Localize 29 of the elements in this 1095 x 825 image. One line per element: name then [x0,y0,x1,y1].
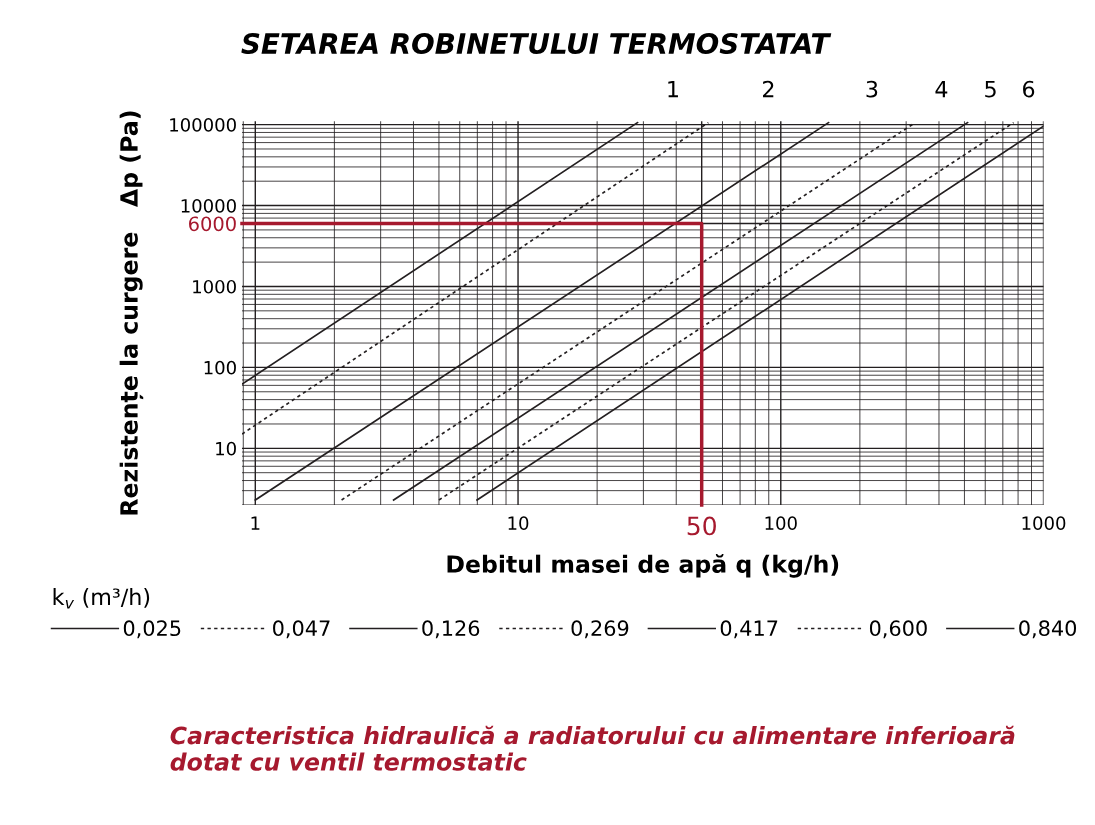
x-tick-label: 100 [765,516,797,530]
x-axis-title: Debitul masei de apă q (kg/h) [447,554,839,578]
legend-label: 0,047 [273,620,330,639]
text: 5 [985,81,996,98]
x-tick-label: 1 [251,516,260,530]
y-tick-label: 1000 [193,279,236,294]
legend-label: 0,600 [869,620,927,639]
x-tick-label: 1000 [1022,516,1066,530]
x-tick-label: 10 [508,516,529,530]
text: Caracteristica hidraulică a radiatorului cu alimentare inferioară dotat cu ventil termostatic [170,725,1015,771]
legend-label: 0,025 [123,620,181,639]
legend-title: k$_{v}$ (m³/h) [53,588,150,609]
x-tick-label: 50 [687,516,716,536]
text: 6 [1023,80,1035,98]
y-tick-label: 10000 [181,199,236,213]
legend-label: 0,417 [720,620,778,639]
chart-title: SETAREA ROBINETULUI TERMOSTATAT [241,33,832,55]
y-tick-label: 10 [216,441,236,456]
text: 4 [935,81,948,98]
legend-label: 0,269 [571,620,629,639]
y-tick-label: 100 [204,360,236,375]
text: 3 [866,80,878,98]
y-tick-label: 6000 [189,216,236,232]
legend-label: 0,840 [1019,620,1077,639]
legend-label: 0,126 [422,620,480,639]
text: 2 [763,80,774,98]
y-tick-label: 100000 [170,118,236,132]
y-axis-title: Rezistențe la curgere Δp (Pa) [119,111,144,515]
text: 1 [668,81,678,98]
